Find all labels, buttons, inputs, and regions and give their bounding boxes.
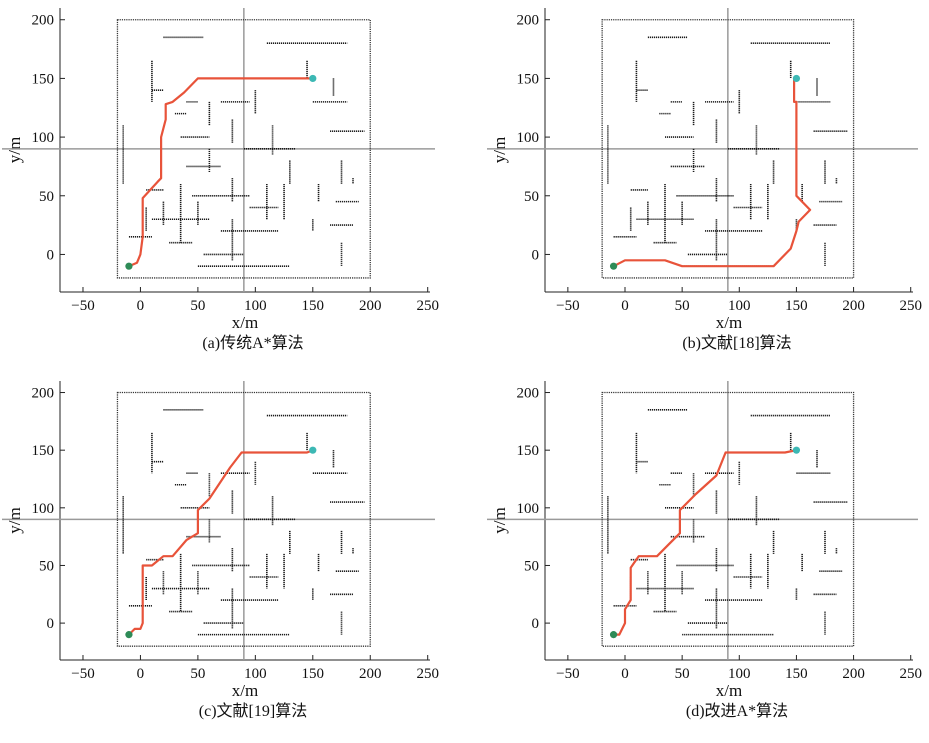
x-axis-label: x/m: [232, 681, 258, 700]
y-tick-label: 150: [517, 443, 540, 459]
x-tick-label: 200: [359, 666, 382, 682]
x-tick-label: 0: [621, 666, 629, 682]
start-point-marker: [609, 631, 618, 639]
x-tick-label: −50: [556, 298, 579, 314]
planned-path-line: [613, 77, 812, 268]
y-tick-label: 50: [39, 189, 54, 205]
x-axis-label: x/m: [716, 681, 742, 700]
x-tick-label: 50: [675, 666, 690, 682]
y-tick-label: 100: [32, 130, 55, 146]
x-tick-label: 50: [190, 298, 205, 314]
environment-boundary: [601, 19, 855, 279]
y-tick-label: 50: [524, 189, 539, 205]
environment-boundary: [116, 391, 371, 647]
x-tick-label: 250: [899, 666, 922, 682]
y-axis-label: y/m: [490, 507, 509, 533]
y-tick-label: 0: [532, 247, 540, 263]
x-tick-label: 250: [416, 666, 439, 682]
x-tick-label: 50: [675, 298, 690, 314]
x-axis-label: x/m: [716, 313, 742, 332]
y-tick-label: 150: [32, 71, 55, 87]
y-tick-label: 200: [517, 13, 540, 29]
goal-point-marker: [309, 74, 317, 83]
y-tick-label: 100: [517, 501, 540, 517]
y-axis-label: y/m: [490, 137, 509, 163]
panel-a: −50 0 50 100 150 200 250 0 50 100 150 200 x/m y/m (a)传…: [2, 8, 439, 352]
y-axis-label: y/m: [5, 137, 24, 163]
environment-boundary: [116, 19, 371, 279]
y-tick-label: 100: [517, 130, 540, 146]
goal-point-marker: [792, 74, 801, 83]
x-tick-label: 200: [842, 666, 865, 682]
start-point-marker: [609, 262, 618, 270]
y-tick-label: 100: [32, 501, 55, 517]
start-point-marker: [125, 262, 133, 270]
y-tick-label: 200: [32, 13, 55, 29]
x-tick-label: 100: [244, 666, 267, 682]
panel-caption: (d)改进A*算法: [686, 701, 788, 720]
y-tick-label: 0: [47, 247, 55, 263]
planned-path-line: [128, 449, 314, 636]
x-tick-label: 0: [137, 666, 145, 682]
x-tick-label: 0: [137, 298, 145, 314]
x-tick-label: −50: [556, 666, 579, 682]
panel-caption: (b)文献[18]算法: [682, 333, 791, 352]
planned-path-line: [128, 77, 313, 268]
goal-point-marker: [792, 446, 801, 454]
x-tick-label: 250: [899, 298, 922, 314]
x-tick-label: 0: [621, 298, 629, 314]
x-tick-label: 100: [244, 298, 267, 314]
y-tick-label: 0: [532, 616, 540, 632]
x-tick-label: 150: [785, 298, 808, 314]
panel-caption: (a)传统A*算法: [202, 333, 303, 352]
x-tick-label: 50: [190, 666, 205, 682]
x-tick-label: 250: [416, 298, 439, 314]
environment-boundary: [601, 391, 855, 647]
panel-b: −50 0 50 100 150 200 250 0 50 100 150 200 x/m y/m (b)文…: [487, 8, 922, 352]
start-point-marker: [125, 631, 133, 639]
y-axis-label: y/m: [5, 507, 24, 533]
x-axis-label: x/m: [232, 313, 258, 332]
x-tick-label: 150: [785, 666, 808, 682]
x-tick-label: 200: [359, 298, 382, 314]
planned-path-line: [613, 449, 797, 636]
x-tick-label: 150: [302, 298, 325, 314]
x-tick-label: 200: [842, 298, 865, 314]
y-tick-label: 0: [47, 616, 55, 632]
panel-c: −50 0 50 100 150 200 250 0 50 100 150 200 x/m y/m (c)文…: [2, 381, 439, 720]
y-tick-label: 50: [39, 558, 54, 574]
x-tick-label: 100: [728, 298, 751, 314]
goal-point-marker: [309, 446, 317, 454]
x-tick-label: −50: [71, 666, 94, 682]
y-tick-label: 200: [32, 386, 55, 402]
panel-d: −50 0 50 100 150 200 250 0 50 100 150 200 x/m y/m (d)改…: [487, 381, 922, 720]
y-tick-label: 150: [32, 443, 55, 459]
x-tick-label: 100: [728, 666, 751, 682]
y-tick-label: 150: [517, 71, 540, 87]
x-tick-label: 150: [302, 666, 325, 682]
y-tick-label: 200: [517, 386, 540, 402]
panel-caption: (c)文献[19]算法: [199, 701, 307, 720]
x-tick-label: −50: [71, 298, 94, 314]
y-tick-label: 50: [524, 558, 539, 574]
